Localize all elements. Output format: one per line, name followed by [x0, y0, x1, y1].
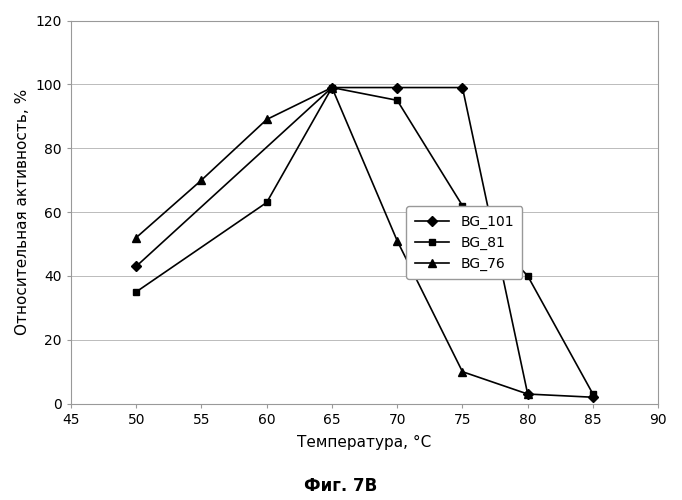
BG_81 — [524, 273, 532, 279]
Line: BG_81: BG_81 — [133, 84, 597, 398]
BG_76 — [197, 177, 205, 183]
BG_101 — [458, 84, 466, 90]
Line: BG_76: BG_76 — [132, 84, 532, 398]
BG_76 — [328, 84, 336, 90]
X-axis label: Температура, °C: Температура, °C — [297, 435, 432, 450]
Y-axis label: Относительная активность, %: Относительная активность, % — [15, 89, 30, 335]
BG_76 — [132, 234, 140, 240]
BG_101 — [328, 84, 336, 90]
BG_76 — [263, 116, 271, 122]
BG_81 — [132, 289, 140, 295]
BG_76 — [393, 238, 401, 244]
BG_81 — [328, 84, 336, 90]
BG_101 — [132, 264, 140, 270]
BG_101 — [393, 84, 401, 90]
BG_81 — [458, 202, 466, 208]
Line: BG_101: BG_101 — [133, 84, 597, 400]
BG_76 — [458, 368, 466, 374]
BG_81 — [263, 200, 271, 205]
BG_76 — [524, 391, 532, 397]
Legend: BG_101, BG_81, BG_76: BG_101, BG_81, BG_76 — [406, 206, 522, 279]
BG_101 — [524, 391, 532, 397]
Text: Фиг. 7В: Фиг. 7В — [304, 477, 378, 495]
BG_81 — [393, 98, 401, 103]
BG_81 — [589, 391, 597, 397]
BG_101 — [589, 394, 597, 400]
